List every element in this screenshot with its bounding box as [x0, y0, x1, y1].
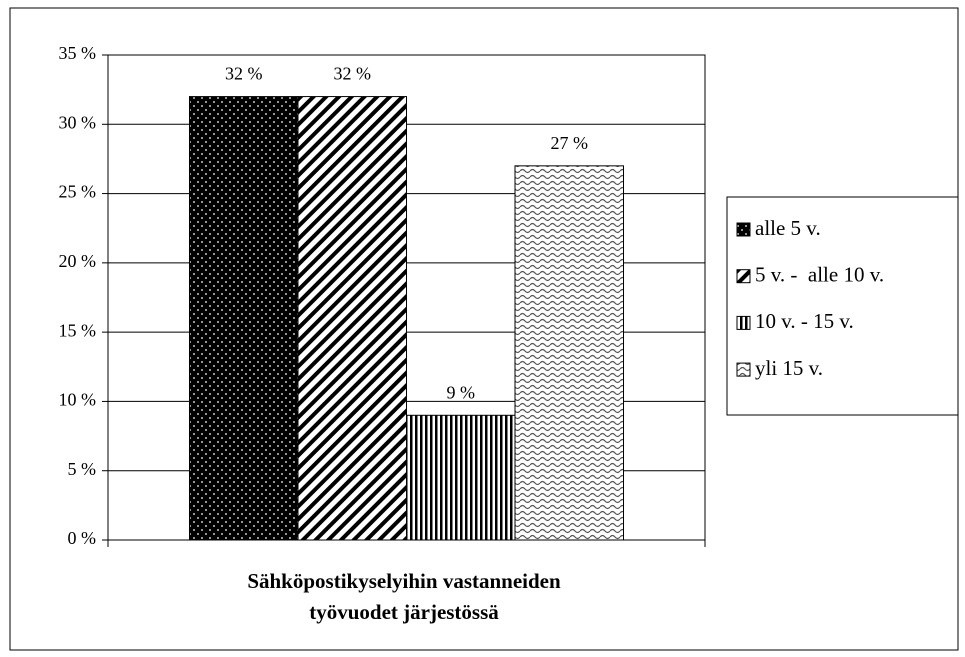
bar [188, 96, 299, 541]
data-label: 9 % [447, 382, 476, 402]
data-label: 32 % [225, 64, 263, 84]
y-tick-label: 10 % [59, 390, 97, 410]
x-axis-label: työvuodet järjestössä [309, 600, 499, 624]
bar [297, 96, 407, 541]
bar [514, 165, 625, 541]
x-axis-label: Sähköpostikyselyihin vastanneiden [247, 569, 561, 593]
y-tick-label: 0 % [68, 528, 97, 548]
y-tick-label: 35 % [59, 43, 97, 63]
legend-label: 5 v. - alle 10 v. [755, 263, 884, 287]
legend-box [726, 196, 959, 416]
bar [406, 414, 516, 541]
y-tick-label: 20 % [59, 251, 97, 271]
legend-swatch [736, 222, 751, 237]
legend-swatch [736, 269, 751, 284]
legend-label: yli 15 v. [755, 356, 823, 380]
data-label: 32 % [333, 64, 371, 84]
legend-label: alle 5 v. [755, 216, 821, 240]
y-tick-label: 5 % [68, 459, 97, 479]
y-tick-label: 25 % [59, 182, 97, 202]
legend-swatch [736, 315, 751, 330]
data-label: 27 % [551, 133, 589, 153]
y-tick-label: 15 % [59, 320, 97, 340]
legend-label: 10 v. - 15 v. [755, 309, 854, 333]
legend-swatch [736, 362, 751, 377]
y-tick-label: 30 % [59, 112, 97, 132]
